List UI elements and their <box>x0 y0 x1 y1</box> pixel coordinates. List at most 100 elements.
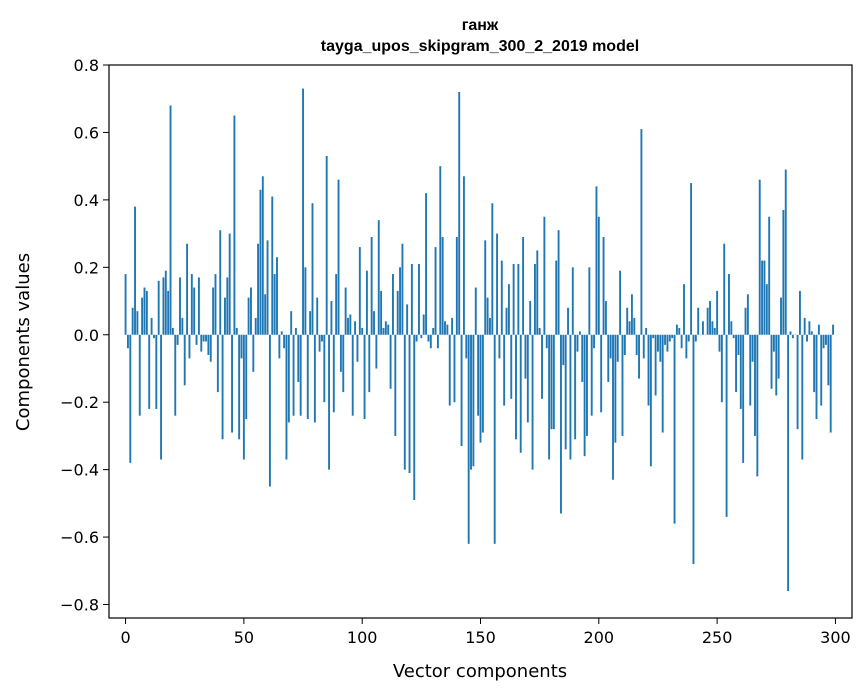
bar-35 <box>207 334 210 355</box>
bar-44 <box>228 233 231 335</box>
y-tick-label: −0.4 <box>60 461 99 480</box>
bar-223 <box>652 334 655 339</box>
bar-285 <box>799 290 801 335</box>
bar-222 <box>649 334 652 467</box>
bar-142 <box>460 334 463 447</box>
y-axis-ticks: −0.8 −0.6 −0.4 −0.2 0.0 0.2 0.4 0.6 0.8 <box>60 56 109 615</box>
x-tick-label: 50 <box>234 628 254 647</box>
bar-89 <box>335 274 338 335</box>
bar-186 <box>564 334 567 450</box>
bar-269 <box>761 260 764 335</box>
bar-272 <box>768 216 771 335</box>
bar-284 <box>796 334 799 430</box>
bar-10 <box>148 334 151 409</box>
bar-191 <box>576 334 579 352</box>
y-tick-label: −0.6 <box>60 528 99 547</box>
bar-199 <box>595 186 598 335</box>
bar-95 <box>349 314 352 335</box>
bar-230 <box>668 334 671 342</box>
bar-59 <box>264 294 267 335</box>
bar-259 <box>737 334 740 355</box>
bar-250 <box>716 290 719 335</box>
bar-87 <box>330 301 333 335</box>
bar-137 <box>448 334 451 406</box>
bar-212 <box>626 307 629 335</box>
bar-185 <box>562 334 565 366</box>
bar-78 <box>309 311 312 335</box>
bar-213 <box>628 321 631 335</box>
bar-177 <box>543 216 546 335</box>
bar-7 <box>141 297 144 335</box>
bar-53 <box>250 287 252 335</box>
bar-28 <box>190 274 193 335</box>
bar-38 <box>214 274 217 335</box>
bar-109 <box>382 328 385 335</box>
bar-280 <box>787 334 790 592</box>
bar-228 <box>664 334 667 345</box>
bar-0 <box>124 274 127 335</box>
bar-297 <box>827 334 830 386</box>
bar-9 <box>145 290 148 335</box>
bar-197 <box>590 334 593 416</box>
bar-81 <box>316 297 319 335</box>
bar-247 <box>709 301 711 335</box>
y-tick-label: 0.8 <box>74 56 99 75</box>
bar-34 <box>205 334 207 342</box>
bar-246 <box>706 307 709 335</box>
bar-102 <box>365 270 368 335</box>
bar-29 <box>193 287 196 335</box>
plot-frame <box>108 64 853 619</box>
bar-210 <box>621 334 624 436</box>
bar-42 <box>224 297 226 335</box>
bar-183 <box>557 230 560 335</box>
bar-209 <box>619 270 622 335</box>
bar-164 <box>512 263 515 335</box>
bar-24 <box>181 317 184 335</box>
bar-157 <box>496 233 499 335</box>
bar-16 <box>162 277 165 335</box>
bar-156 <box>493 334 496 544</box>
bar-33 <box>202 334 205 342</box>
bar-103 <box>368 334 371 393</box>
bar-206 <box>612 334 614 480</box>
bar-84 <box>323 334 326 403</box>
bar-290 <box>810 331 813 335</box>
bar-98 <box>356 334 359 362</box>
bar-195 <box>586 334 588 436</box>
bar-229 <box>666 334 669 352</box>
bar-204 <box>607 334 610 382</box>
bar-163 <box>510 334 513 399</box>
bar-225 <box>657 334 659 352</box>
bar-282 <box>791 334 794 339</box>
bar-130 <box>432 328 435 335</box>
bar-6 <box>138 334 141 416</box>
bar-115 <box>396 290 399 335</box>
bar-154 <box>489 317 491 335</box>
bar-136 <box>446 324 449 335</box>
bar-278 <box>782 209 785 335</box>
bar-64 <box>276 257 278 335</box>
bar-158 <box>498 334 501 359</box>
bar-19 <box>169 105 172 335</box>
bar-253 <box>723 243 726 335</box>
bar-194 <box>583 334 586 457</box>
bar-148 <box>474 287 477 335</box>
bar-122 <box>413 334 416 500</box>
bar-132 <box>436 334 439 349</box>
bar-124 <box>418 263 420 335</box>
bar-150 <box>479 334 482 443</box>
bar-262 <box>744 307 747 335</box>
bar-202 <box>602 236 605 335</box>
bar-263 <box>746 294 749 335</box>
bar-220 <box>645 328 648 335</box>
bar-166 <box>517 263 520 335</box>
bar-291 <box>813 334 816 393</box>
bar-68 <box>285 334 288 460</box>
bar-13 <box>155 334 158 409</box>
bar-104 <box>370 236 373 335</box>
bar-126 <box>422 314 425 335</box>
bar-92 <box>342 334 345 393</box>
bar-295 <box>822 334 825 349</box>
bar-79 <box>311 203 314 335</box>
bar-138 <box>451 317 454 335</box>
